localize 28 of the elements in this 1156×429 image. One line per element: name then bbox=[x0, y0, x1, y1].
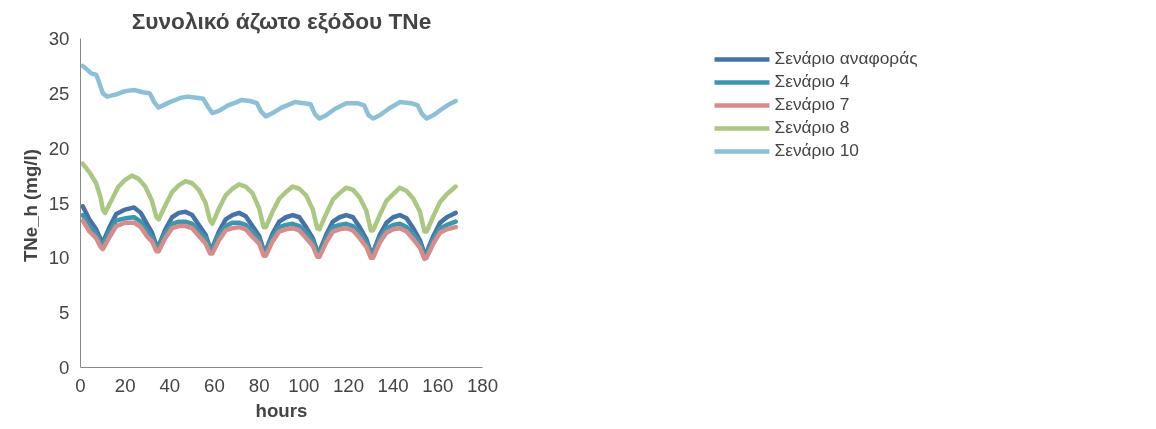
y-tick-label: 30 bbox=[48, 28, 70, 49]
chart-title: Συνολικό άζωτο εξόδου TNe bbox=[131, 7, 432, 34]
line-series bbox=[80, 218, 458, 262]
legend-label: Σενάριο 7 bbox=[774, 94, 850, 115]
y-tick-label: 5 bbox=[59, 302, 70, 324]
x-tick-label: 120 bbox=[332, 374, 365, 396]
x-tick-label: 0 bbox=[75, 374, 86, 396]
legend-label: Σενάριο αναφοράς bbox=[774, 48, 918, 69]
line-series bbox=[80, 63, 458, 121]
legend-label: Σενάριο 10 bbox=[774, 140, 860, 161]
x-tick-label: 180 bbox=[466, 374, 499, 396]
legend-label: Σενάριο 8 bbox=[774, 117, 850, 138]
y-tick-label: 25 bbox=[48, 82, 70, 104]
x-tick-label: 60 bbox=[204, 374, 225, 396]
y-tick-label: 10 bbox=[48, 247, 70, 269]
y-tick-label: 20 bbox=[48, 137, 70, 159]
x-tick-label: 80 bbox=[248, 374, 270, 396]
y-tick-label: 15 bbox=[48, 192, 70, 214]
x-axis-title: hours bbox=[255, 399, 308, 421]
x-tick-label: 20 bbox=[114, 374, 136, 396]
x-tick-label: 40 bbox=[159, 374, 181, 396]
x-tick-label: 160 bbox=[422, 374, 454, 396]
x-tick-label: 140 bbox=[377, 374, 409, 396]
x-tick-label: 100 bbox=[288, 374, 320, 396]
y-axis-title: TNe_h (mg/l) bbox=[19, 149, 41, 263]
legend-label: Σενάριο 4 bbox=[774, 71, 850, 92]
line-series bbox=[80, 161, 458, 234]
y-tick-label: 0 bbox=[59, 357, 70, 378]
